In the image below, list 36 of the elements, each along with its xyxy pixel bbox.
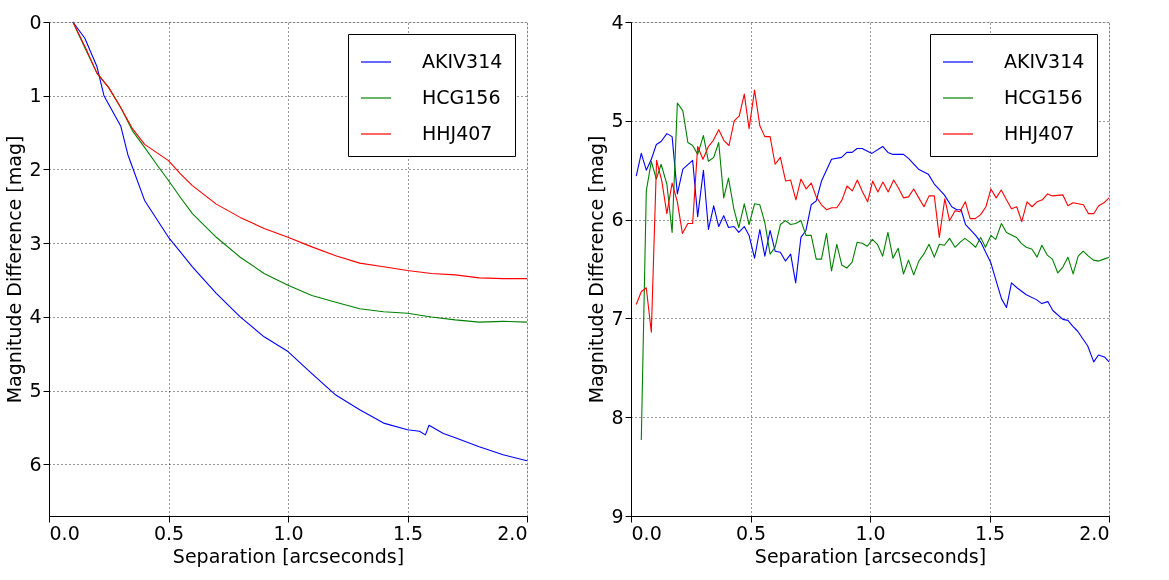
x-axis-title: Separation [arcseconds] [172, 544, 405, 567]
y-tick-label: 6 [29, 452, 42, 475]
y-axis-title: Magnitude Difference [mag] [3, 135, 26, 404]
y-axis-title: Magnitude Difference [mag] [585, 135, 608, 404]
y-tick-label: 2 [29, 157, 42, 180]
legend-label: AKIV314 [1004, 50, 1085, 72]
x-tick-label: 0.5 [153, 521, 185, 544]
y-tick-label: 0 [29, 10, 42, 33]
y-tick-label: 3 [29, 231, 42, 254]
line-series [72, 21, 528, 462]
line-series [640, 102, 1110, 441]
x-tick-label: 1.5 [974, 521, 1006, 544]
legend-label: HCG156 [422, 86, 501, 108]
y-tick-label: 4 [611, 10, 624, 33]
y-tick-label: 7 [611, 306, 624, 329]
legend-label: HHJ407 [1004, 122, 1075, 144]
y-tick-label: 6 [611, 208, 624, 231]
x-tick-label: 2.0 [497, 521, 528, 544]
line-series [635, 89, 1110, 333]
y-tick-label: 1 [29, 84, 42, 107]
y-tick-label: 5 [611, 109, 624, 132]
x-axis-title: Separation [arcseconds] [754, 544, 987, 567]
y-tick-label: 8 [611, 405, 624, 428]
legend-label: HHJ407 [422, 122, 493, 144]
y-tick-label: 9 [611, 504, 624, 527]
x-tick-label: 1.5 [392, 521, 424, 544]
x-tick-label: 1.0 [273, 521, 304, 544]
x-tick-label: 0.0 [631, 521, 662, 544]
x-tick-label: 0.5 [735, 521, 767, 544]
legend-label: AKIV314 [422, 50, 503, 72]
y-tick-label: 5 [29, 379, 42, 402]
legend-label: HCG156 [1004, 86, 1083, 108]
x-tick-label: 0.0 [49, 521, 80, 544]
x-tick-label: 1.0 [855, 521, 886, 544]
y-tick-label: 4 [29, 305, 42, 328]
x-tick-label: 2.0 [1079, 521, 1110, 544]
